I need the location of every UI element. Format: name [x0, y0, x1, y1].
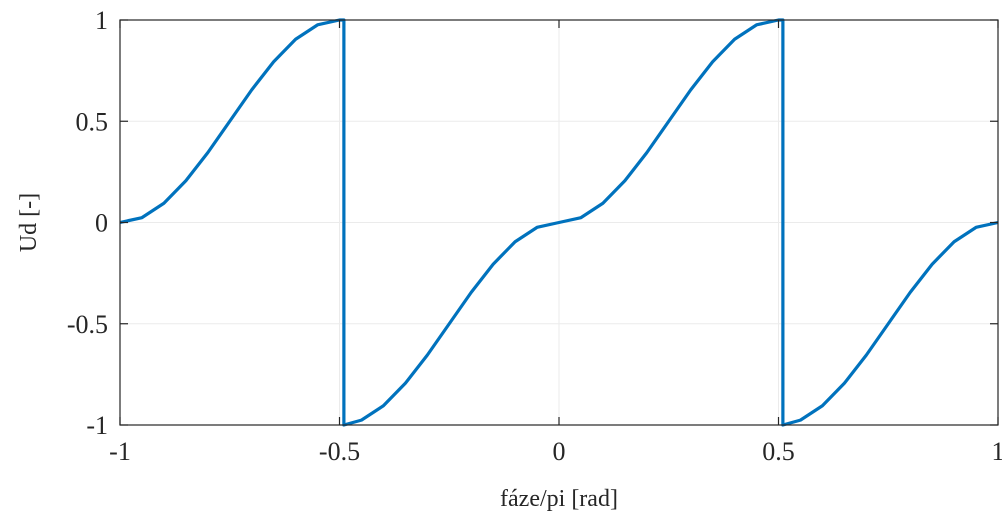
x-tick-label: 1: [992, 437, 1002, 466]
x-tick-label: -0.5: [319, 437, 360, 466]
x-tick-label: -1: [109, 437, 131, 466]
data-line: [119, 18, 999, 427]
y-tick-label: 1: [95, 6, 108, 35]
y-tick-label: 0: [95, 209, 108, 238]
y-axis-label: Ud [-]: [16, 193, 42, 252]
y-tick-label: -0.5: [67, 310, 108, 339]
y-tick-label: 0.5: [76, 107, 109, 136]
x-tick-label: 0: [553, 437, 566, 466]
x-tick-label: 0.5: [762, 437, 795, 466]
ticks: -1 -0.5 0 0.5 1 -1 -0.5 0 0.5 1: [67, 6, 1002, 466]
y-tick-label: -1: [86, 411, 108, 440]
x-axis-label: fáze/pi [rad]: [500, 486, 618, 512]
